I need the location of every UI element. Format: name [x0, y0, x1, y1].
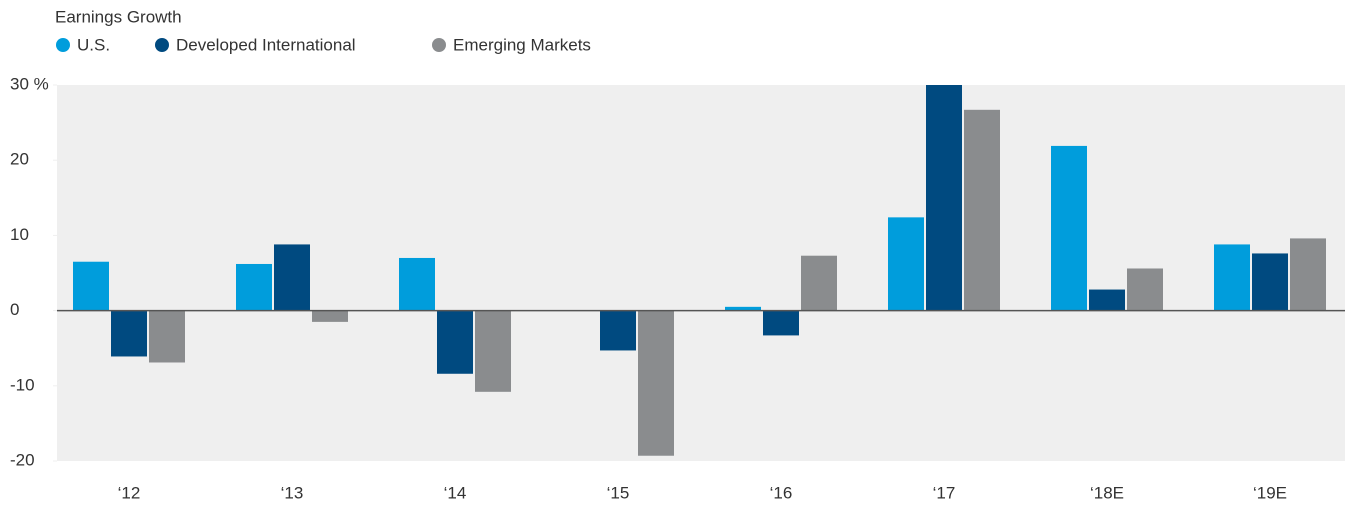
- legend-swatch: [56, 38, 70, 52]
- bar: [638, 310, 674, 456]
- x-tick-label: ‘18E: [1090, 483, 1124, 502]
- bar: [1051, 145, 1087, 311]
- bar: [475, 310, 511, 392]
- bar: [926, 85, 962, 311]
- bar: [437, 310, 473, 374]
- bar: [964, 109, 1000, 311]
- bar: [111, 310, 147, 357]
- y-tick-label: 0: [10, 300, 19, 319]
- x-tick-label: ‘15: [607, 483, 630, 502]
- x-tick-label: ‘14: [444, 483, 467, 502]
- bar: [600, 310, 636, 351]
- bar: [73, 261, 109, 311]
- bar: [399, 257, 435, 311]
- y-tick-label: 20: [10, 150, 29, 169]
- x-tick-label: ‘13: [281, 483, 304, 502]
- bar: [763, 310, 799, 336]
- bar: [236, 263, 272, 311]
- bar: [274, 244, 310, 311]
- bar: [1290, 238, 1326, 311]
- x-tick-label: ‘17: [933, 483, 956, 502]
- legend-label: U.S.: [77, 35, 110, 54]
- y-tick-label: 10: [10, 225, 29, 244]
- chart-title: Earnings Growth: [55, 7, 182, 26]
- y-tick-label: 30 %: [10, 74, 49, 93]
- bar: [725, 306, 761, 311]
- bar: [801, 255, 837, 311]
- x-tick-label: ‘12: [118, 483, 141, 502]
- bar: [312, 310, 348, 322]
- legend-swatch: [155, 38, 169, 52]
- bar: [1127, 268, 1163, 311]
- x-tick-label: ‘19E: [1253, 483, 1287, 502]
- bar: [1214, 244, 1250, 311]
- x-tick-label: ‘16: [770, 483, 793, 502]
- legend-label: Developed International: [176, 35, 356, 54]
- legend-label: Emerging Markets: [453, 35, 591, 54]
- y-tick-label: -20: [10, 450, 35, 469]
- y-tick-label: -10: [10, 375, 35, 394]
- bar: [1252, 253, 1288, 311]
- bar: [149, 310, 185, 363]
- bar: [1089, 289, 1125, 311]
- legend-swatch: [432, 38, 446, 52]
- bar: [888, 217, 924, 311]
